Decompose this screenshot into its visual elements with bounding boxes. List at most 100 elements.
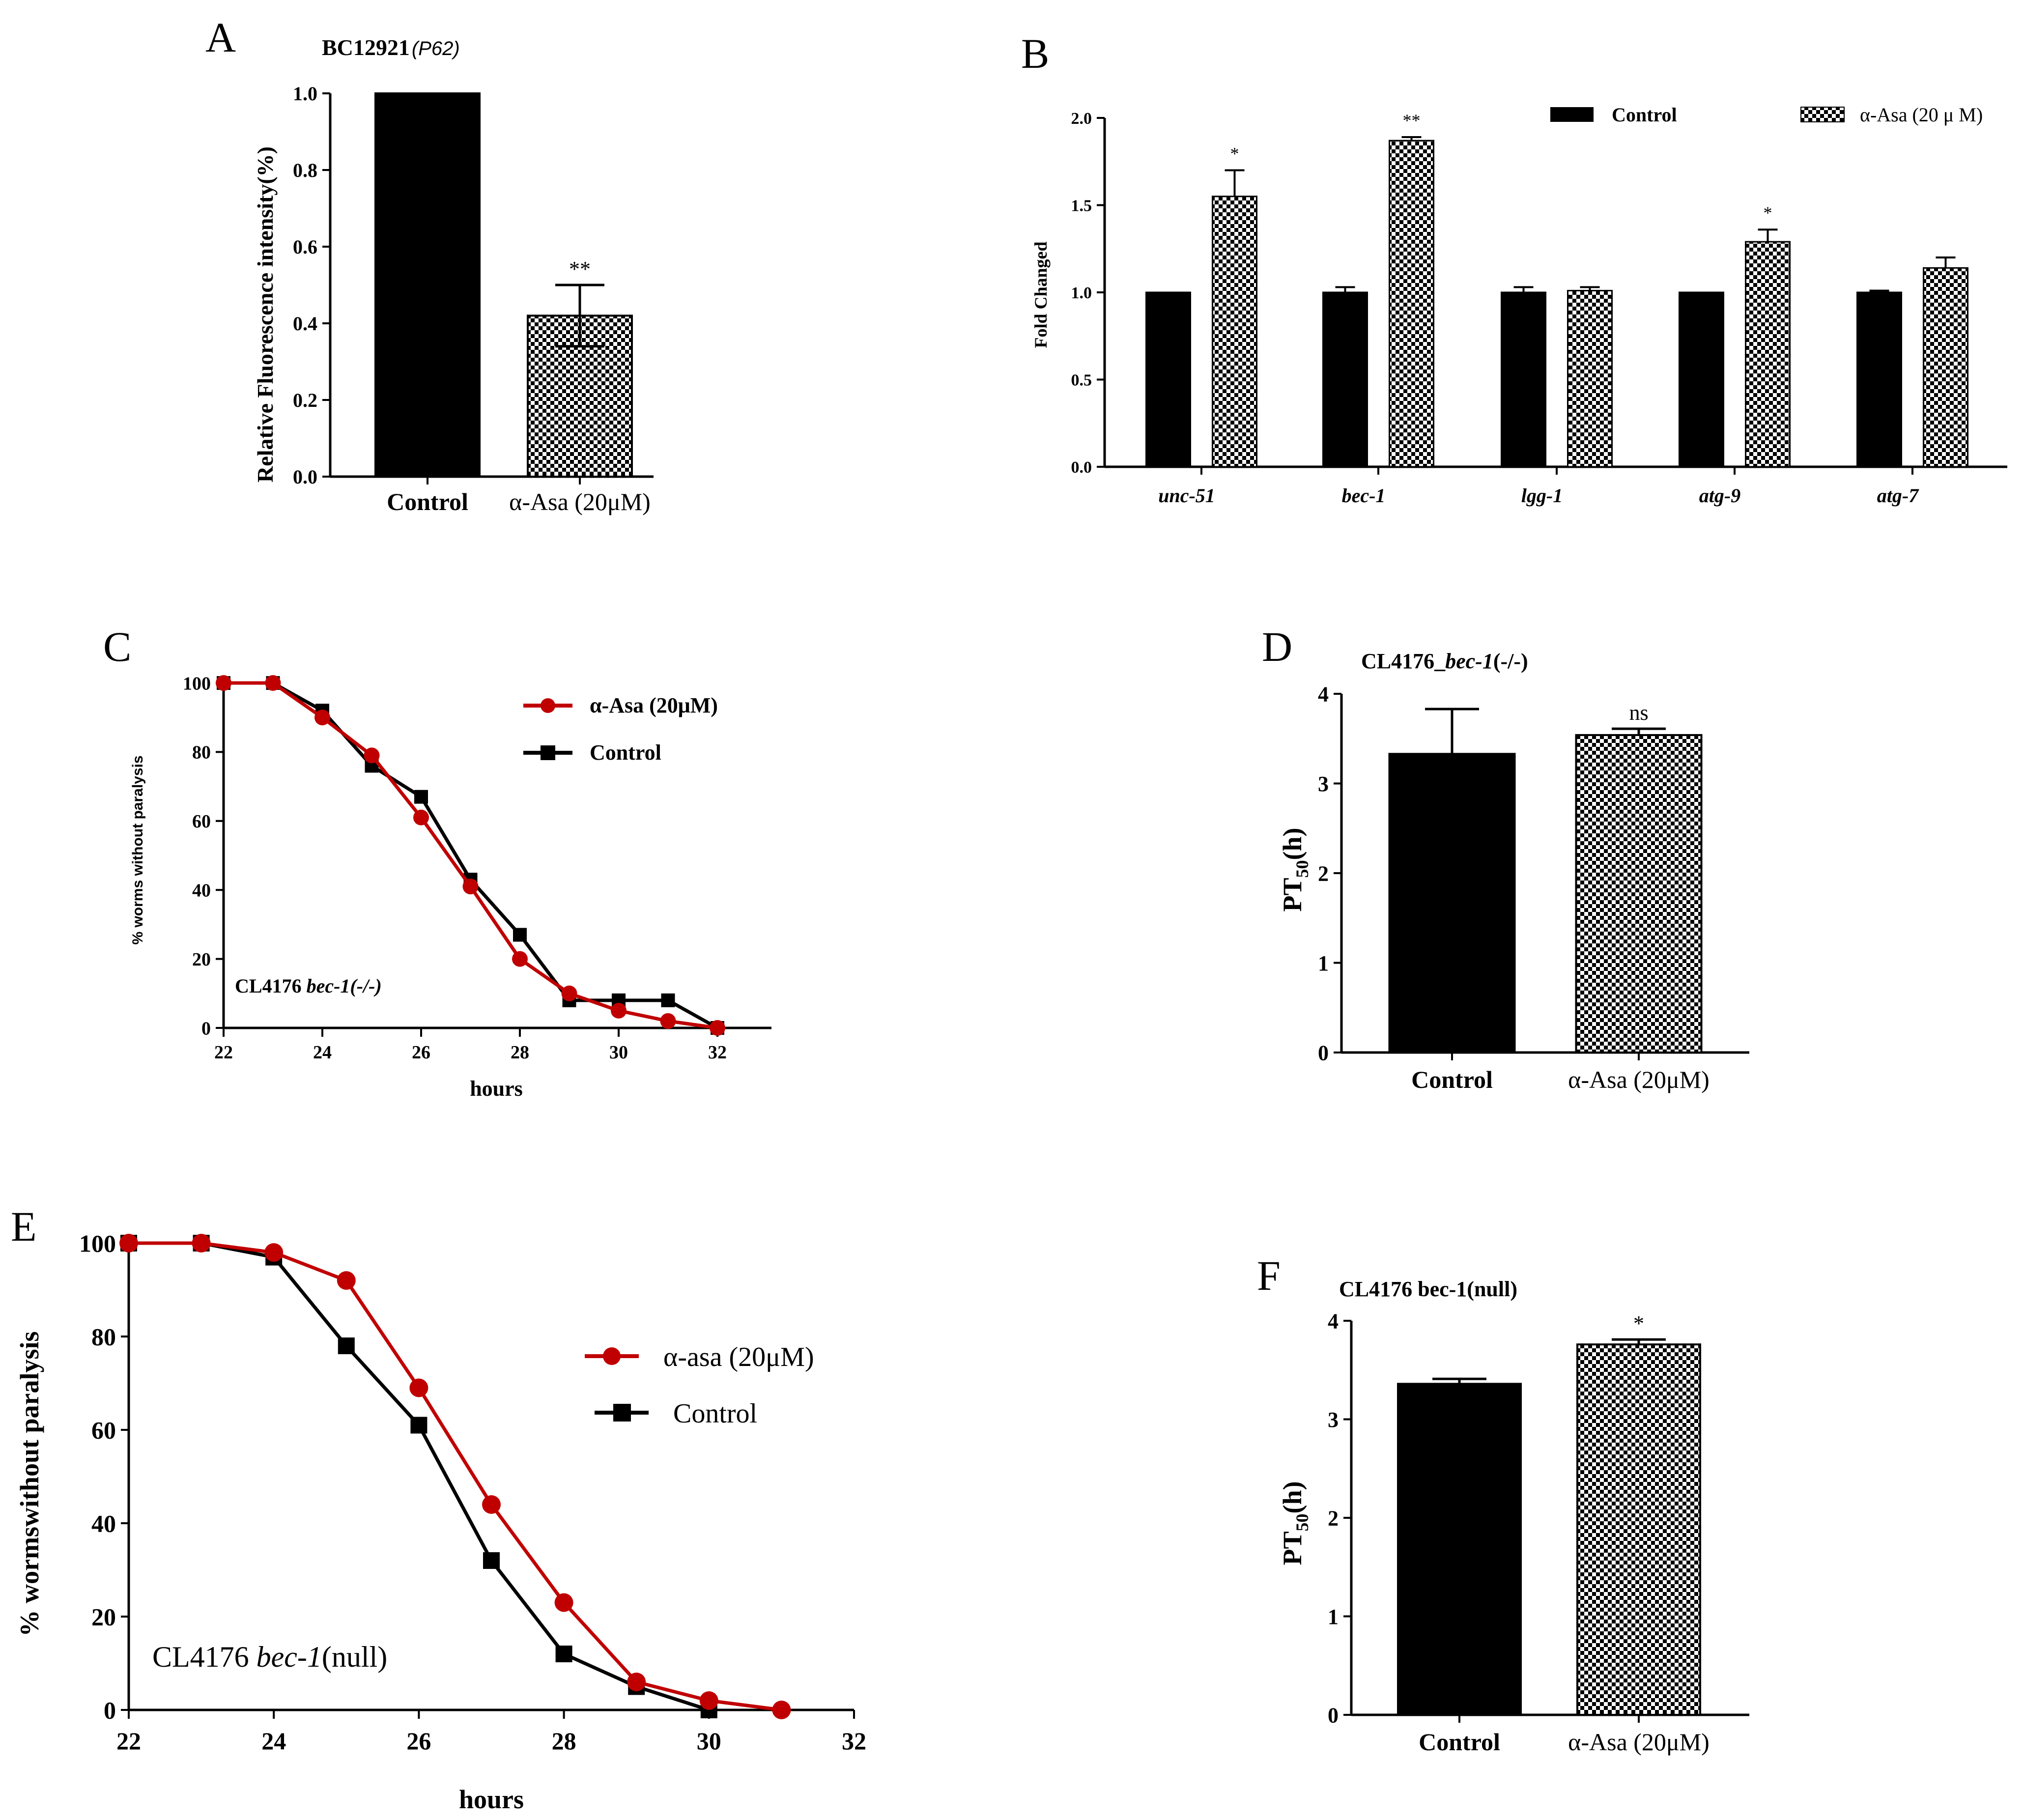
- panel-e-xlabel: hours: [459, 1785, 524, 1814]
- panel-c-legend: α-Asa (20μM) Control: [523, 693, 718, 765]
- C-plot-treatment-point: [265, 675, 281, 691]
- legend-c-treatment-marker: [541, 698, 555, 713]
- E-plot-y-tick-label: 20: [91, 1603, 116, 1631]
- C-plot-treatment-point: [561, 985, 577, 1001]
- B-plot-y-tick-label: 1.5: [1071, 197, 1092, 215]
- A-plot-bar: [374, 92, 481, 478]
- B-plot-x-tick-label: atg-7: [1877, 484, 1919, 507]
- C-plot-y-tick-label: 100: [183, 673, 211, 694]
- B-plot-significance: **: [1403, 111, 1421, 130]
- D-plot-y-tick-label: 3: [1318, 772, 1329, 796]
- C-plot-x-tick-label: 32: [708, 1042, 727, 1063]
- panel-d: D CL4176_bec-1(-/-) PT50(h) 0 1 2 3 4 Control…: [1262, 623, 1749, 1093]
- legend-e-control-marker: [613, 1404, 631, 1422]
- C-plot-y-tick-label: 0: [201, 1018, 211, 1039]
- D-plot-x-tick-label: α-Asa (20μM): [1568, 1066, 1710, 1093]
- B-plot-x-tick-label: lgg-1: [1521, 484, 1563, 507]
- legend-e-control-label: Control: [673, 1398, 757, 1429]
- E-plot-treatment-point: [772, 1701, 791, 1719]
- panel-a: A BC12921 (P62) Relative Fluorescence int…: [205, 14, 654, 515]
- C-plot-x-tick-label: 28: [511, 1042, 529, 1063]
- C-plot-x-tick-label: 22: [214, 1042, 233, 1063]
- B-plot-bar: [1389, 140, 1434, 468]
- panel-c-plot: 0 20 40 60 80 100 22 24 26 28 30 32: [183, 673, 771, 1063]
- B-plot-x-tick-label: atg-9: [1699, 484, 1740, 507]
- E-plot-control-point: [483, 1552, 500, 1569]
- E-plot-control-point: [338, 1337, 355, 1354]
- B-plot-bar: [1856, 291, 1902, 468]
- E-plot-treatment-point: [699, 1691, 718, 1710]
- F-plot-x-tick-label: α-Asa (20μM): [1568, 1728, 1710, 1756]
- A-plot-x-tick-label: Control: [387, 488, 468, 515]
- panel-e-legend: α-asa (20μM) Control: [585, 1342, 814, 1429]
- F-plot-y-tick-label: 3: [1328, 1408, 1339, 1432]
- panel-a-plot: 0.0 0.2 0.4 0.6 0.8 1.0 Control α-Asa (20μM) **: [293, 83, 654, 515]
- panel-e-ylabel: % wormswithout paralysis: [15, 1331, 44, 1636]
- C-plot-treatment-point: [710, 1020, 725, 1036]
- B-plot-bar: [1322, 291, 1368, 468]
- E-plot-treatment-point: [192, 1234, 211, 1252]
- panel-d-ylabel: PT50(h): [1278, 827, 1312, 911]
- legend-b-treatment-swatch: [1800, 107, 1845, 122]
- B-plot-bar: [1679, 291, 1724, 468]
- panel-b-plot: 0.0 0.5 1.0 1.5 2.0 * unc-51 ** bec-1 lgg-1 * atg-9…: [1071, 110, 2007, 507]
- panel-a-ylabel: Relative Fluorescence intensity(%): [253, 146, 278, 483]
- E-plot-y-tick-label: 40: [91, 1510, 116, 1537]
- C-plot-y-tick-label: 20: [192, 949, 211, 970]
- E-plot-y-tick-label: 0: [104, 1697, 116, 1724]
- A-plot-y-tick-label: 0.6: [293, 236, 317, 258]
- F-plot-y-tick-label: 0: [1328, 1703, 1339, 1727]
- D-plot-significance: ns: [1629, 701, 1648, 725]
- E-plot-treatment-line: [129, 1241, 782, 1712]
- C-plot-x-tick-label: 24: [313, 1042, 332, 1063]
- E-plot-y-tick-label: 100: [79, 1230, 116, 1257]
- E-plot-y-tick-label: 80: [91, 1323, 116, 1351]
- F-plot-x-tick-label: Control: [1419, 1728, 1500, 1756]
- F-plot-significance: *: [1633, 1311, 1644, 1336]
- A-plot-y-tick-label: 0.2: [293, 389, 317, 411]
- D-plot-y-tick-label: 2: [1318, 861, 1329, 885]
- B-plot-y-tick-label: 0.0: [1071, 458, 1092, 477]
- panel-d-title: CL4176_bec-1(-/-): [1361, 649, 1528, 673]
- C-plot-treatment-point: [413, 809, 429, 825]
- B-plot-bar: [1501, 291, 1546, 468]
- panel-c-xlabel: hours: [470, 1077, 523, 1101]
- B-plot-y-tick-label: 0.5: [1071, 371, 1092, 389]
- C-plot-y-tick-label: 60: [192, 811, 211, 832]
- F-plot-y-tick-label: 1: [1328, 1605, 1339, 1629]
- panel-e-plot: 0 20 40 60 80 100 22 24 26 28 30 32: [79, 1230, 866, 1755]
- panel-f-ylabel: PT50(h): [1278, 1481, 1312, 1565]
- B-plot-y-tick-label: 1.0: [1071, 284, 1092, 302]
- B-plot-bar: [1212, 196, 1257, 468]
- F-plot-y-tick-label: 4: [1328, 1309, 1339, 1333]
- B-plot-y-tick-label: 2.0: [1071, 110, 1092, 128]
- panel-letter-e: E: [11, 1203, 37, 1250]
- A-plot-y-tick-label: 0.0: [293, 466, 317, 488]
- E-plot-x-tick-label: 30: [697, 1727, 721, 1755]
- B-plot-bar: [1145, 291, 1191, 468]
- panel-b-ylabel: Fold Changed: [1031, 241, 1051, 348]
- E-plot-x-tick-label: 24: [261, 1727, 286, 1755]
- panel-d-plot: 0 1 2 3 4 Control α-Asa (20μM) ns: [1318, 682, 1749, 1093]
- F-plot-bar: [1397, 1383, 1522, 1716]
- E-plot-x-tick-label: 26: [406, 1727, 431, 1755]
- E-plot-treatment-point: [409, 1378, 428, 1397]
- B-plot-x-tick-label: unc-51: [1158, 484, 1215, 507]
- panel-a-title: BC12921 (P62): [322, 35, 460, 60]
- E-plot-control-point: [555, 1646, 572, 1662]
- D-plot-y-tick-label: 1: [1318, 951, 1329, 975]
- C-plot-control-point: [414, 790, 428, 804]
- panel-e-annotation: CL4176 bec-1(null): [152, 1641, 387, 1673]
- B-plot-bar: [1923, 267, 1968, 468]
- C-plot-control-point: [661, 993, 675, 1007]
- B-plot-x-tick-label: bec-1: [1342, 484, 1386, 507]
- E-plot-treatment-point: [554, 1593, 573, 1612]
- C-plot-control-point: [513, 928, 527, 942]
- B-plot-significance: *: [1230, 144, 1239, 164]
- panel-f: F CL4176 bec-1(null) PT50(h) 0 1 2 3 4 Contro…: [1257, 1252, 1749, 1756]
- panel-letter-c: C: [103, 623, 131, 670]
- E-plot-x-tick-label: 32: [842, 1727, 866, 1755]
- C-plot-x-tick-label: 30: [609, 1042, 628, 1063]
- D-plot-y-tick-label: 4: [1318, 682, 1329, 706]
- legend-b-treatment-label: α-Asa (20 μ M): [1860, 104, 1983, 126]
